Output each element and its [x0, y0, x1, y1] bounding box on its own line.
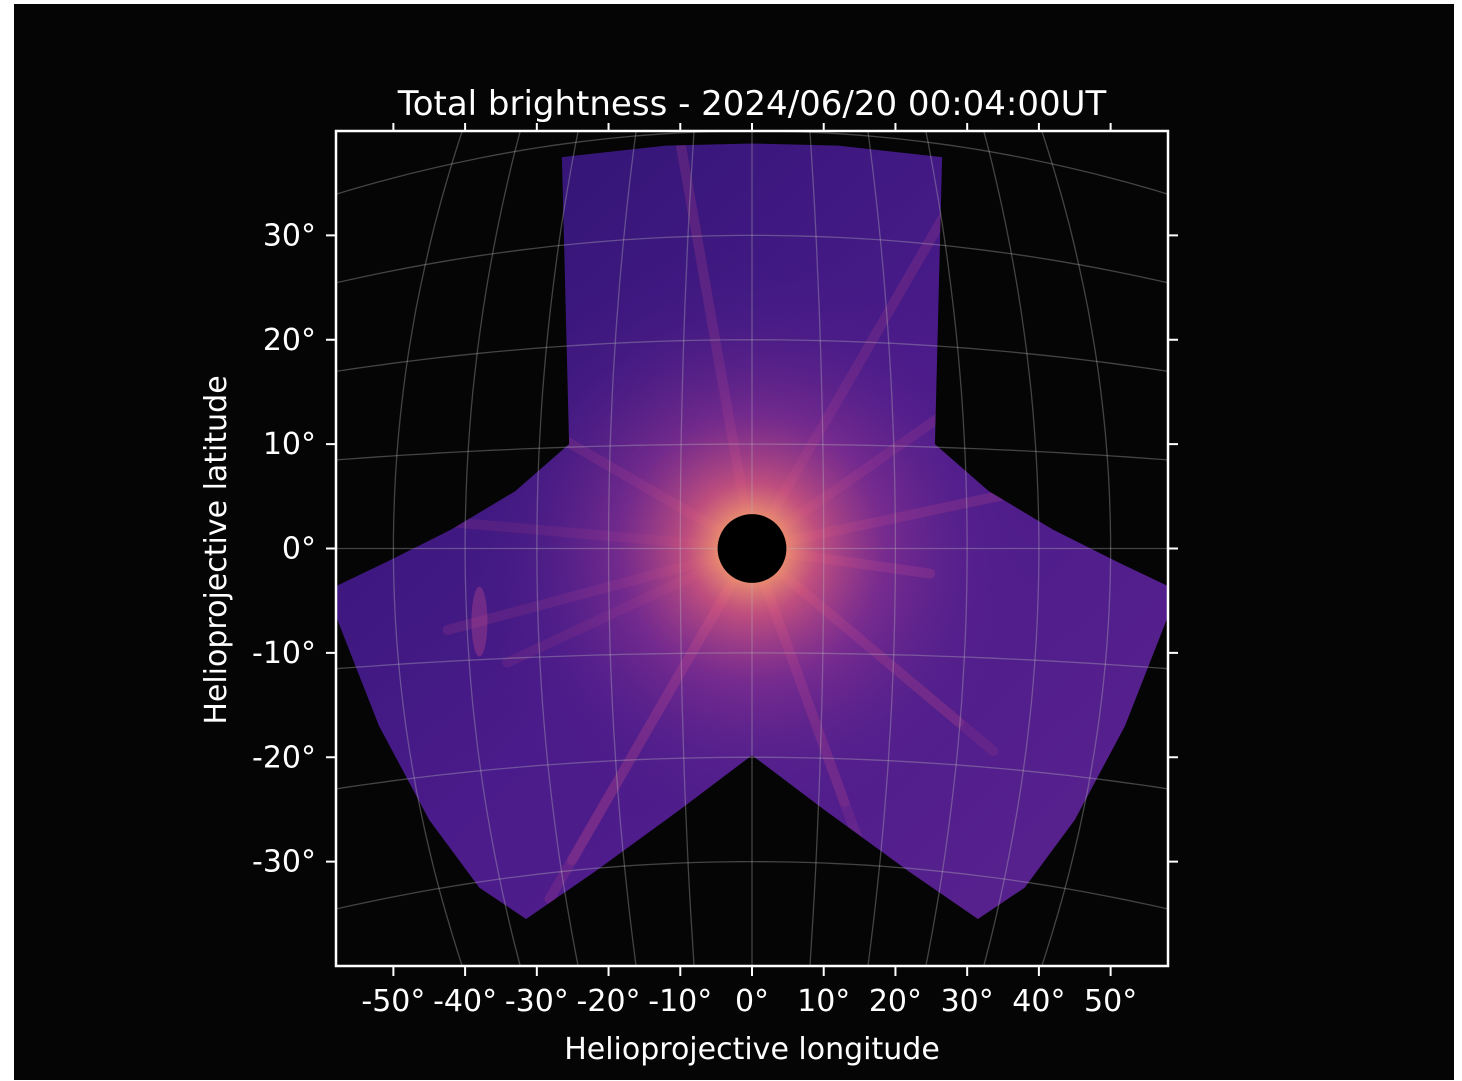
- grid-lat-line: [336, 339, 1168, 373]
- grid-lat-line: [336, 756, 1168, 790]
- x-tick-label: -20°: [577, 984, 641, 1019]
- occulter: [717, 514, 787, 583]
- chart-svg: Total brightness - 2024/06/20 00:04:00UT…: [199, 84, 1178, 1067]
- grid-lon-line: [1041, 131, 1112, 966]
- grid-lat-line: [336, 131, 1168, 195]
- grid-lon-line: [679, 131, 695, 966]
- occulter-disk: [717, 514, 787, 583]
- y-tick-label: 0°: [282, 532, 316, 567]
- chart-title: Total brightness - 2024/06/20 00:04:00UT: [397, 84, 1107, 124]
- x-tick-label: -10°: [648, 984, 712, 1019]
- y-tick-label: -20°: [252, 740, 316, 775]
- y-tick-label: -30°: [252, 845, 316, 880]
- y-tick-label: 10°: [263, 427, 316, 462]
- x-tick-label: 40°: [1012, 984, 1065, 1019]
- chart-figure: Total brightness - 2024/06/20 00:04:00UT…: [14, 4, 1454, 1080]
- x-tick-label: 20°: [869, 984, 922, 1019]
- grid-lon-line: [392, 131, 463, 966]
- title-group: Total brightness - 2024/06/20 00:04:00UT: [397, 84, 1107, 124]
- grid-lon-line: [607, 131, 637, 966]
- grid-lat-line: [336, 652, 1168, 670]
- x-axis-ticks: -50° -40° -30° -20° -10° 0° 10° 20° 30° 40° 50°: [361, 123, 1137, 1019]
- x-tick-label: -50°: [361, 984, 425, 1019]
- y-tick-label: 30°: [263, 218, 316, 253]
- x-tick-label: 10°: [797, 984, 850, 1019]
- x-tick-label: -30°: [505, 984, 569, 1019]
- grid-lon-line: [925, 131, 968, 966]
- grid-lat-line: [336, 860, 1168, 910]
- grid-lon-line: [867, 131, 897, 966]
- x-tick-label: -40°: [433, 984, 497, 1019]
- y-tick-label: -10°: [252, 636, 316, 671]
- x-tick-label: 30°: [941, 984, 994, 1019]
- x-tick-label: 0°: [735, 984, 769, 1019]
- grid-lines: [336, 131, 1168, 966]
- bright-feature: [471, 586, 488, 657]
- x-tick-label: 50°: [1084, 984, 1137, 1019]
- y-axis-label: Helioprojective latitude: [199, 375, 234, 724]
- x-axis-label: Helioprojective longitude: [564, 1032, 940, 1067]
- grid-lat-line: [336, 443, 1168, 461]
- grid-lon-line: [464, 131, 521, 966]
- grid-lat-line: [336, 234, 1168, 284]
- grid-lon-line: [983, 131, 1040, 966]
- y-axis-ticks: 30° 20° 10° 0° -10° -20° -30°: [252, 218, 1178, 880]
- grid-lon-line: [536, 131, 579, 966]
- y-tick-label: 20°: [263, 323, 316, 358]
- grid-group: [336, 131, 1168, 966]
- grid-lon-line: [809, 131, 825, 966]
